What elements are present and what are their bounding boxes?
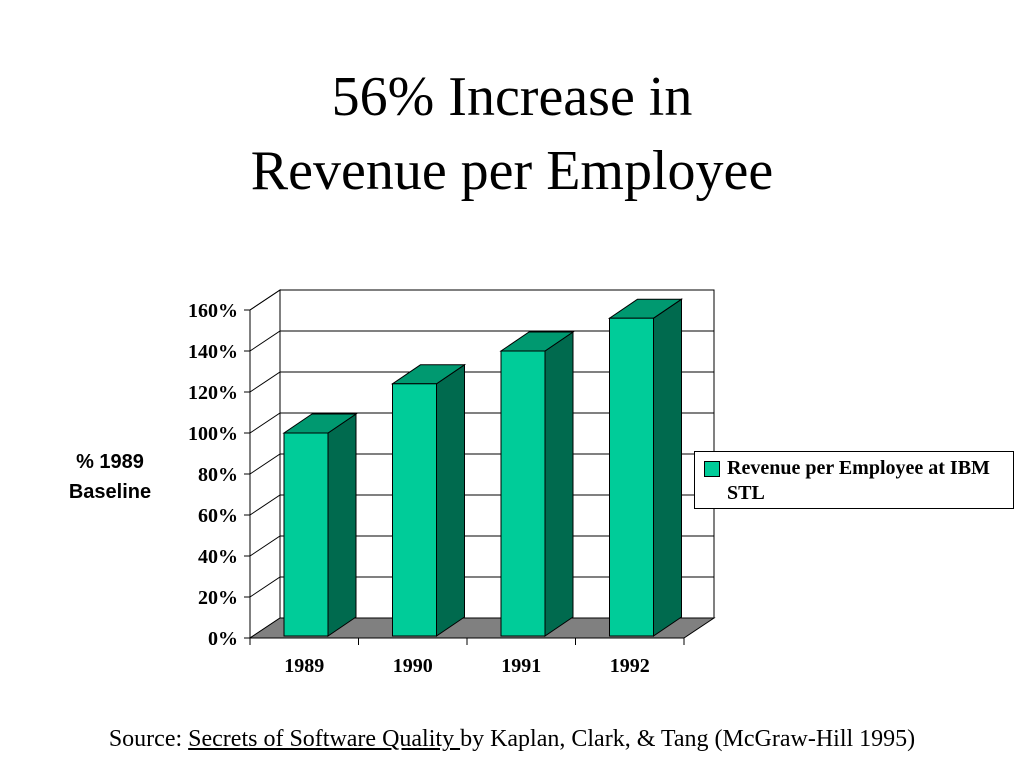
bar-side — [544, 331, 574, 637]
bar — [609, 317, 654, 637]
bar-side — [327, 413, 357, 637]
y-axis-label-line-1: % 1989 — [76, 451, 144, 473]
source-citation: Source: Secrets of Software Quality by K… — [0, 726, 1024, 753]
x-tick-label: 1991 — [501, 655, 541, 677]
bar-side — [436, 363, 465, 637]
bar — [500, 350, 546, 637]
slide-title: 56% Increase in Revenue per Employee — [0, 60, 1024, 208]
y-tick-label: 0% — [208, 628, 238, 650]
y-axis-label-line-2: Baseline — [68, 481, 152, 503]
y-tick-label: 160% — [188, 300, 238, 322]
bar — [392, 383, 437, 637]
y-tick-label: 80% — [198, 464, 238, 486]
title-line-1: 56% Increase in — [331, 66, 693, 128]
y-tick-label: 20% — [198, 587, 238, 609]
x-tick-label: 1992 — [610, 655, 650, 677]
source-prefix: Source: — [108, 726, 189, 752]
legend-label: Revenue per Employee at IBM STL — [727, 457, 990, 504]
y-axis-label: % 1989 Baseline — [46, 447, 174, 507]
source-book-title: Secrets of Software Quality — [188, 726, 461, 752]
title-line-2: Revenue per Employee — [250, 140, 774, 202]
x-tick-label: 1990 — [393, 655, 433, 677]
y-tick-label: 40% — [198, 546, 238, 568]
legend: Revenue per Employee at IBM STL — [694, 451, 1014, 509]
legend-swatch — [704, 461, 720, 477]
y-tick-label: 60% — [198, 505, 238, 527]
source-suffix: by Kaplan, Clark, & Tang (McGraw-Hill 19… — [460, 726, 916, 752]
y-tick-label: 100% — [188, 423, 238, 445]
x-tick-label: 1989 — [284, 655, 324, 677]
y-tick-label: 120% — [188, 382, 238, 404]
gridline — [249, 289, 714, 311]
gridline — [249, 330, 714, 352]
bar — [283, 432, 329, 637]
bar-side — [653, 298, 682, 637]
y-tick-label: 140% — [188, 341, 238, 363]
